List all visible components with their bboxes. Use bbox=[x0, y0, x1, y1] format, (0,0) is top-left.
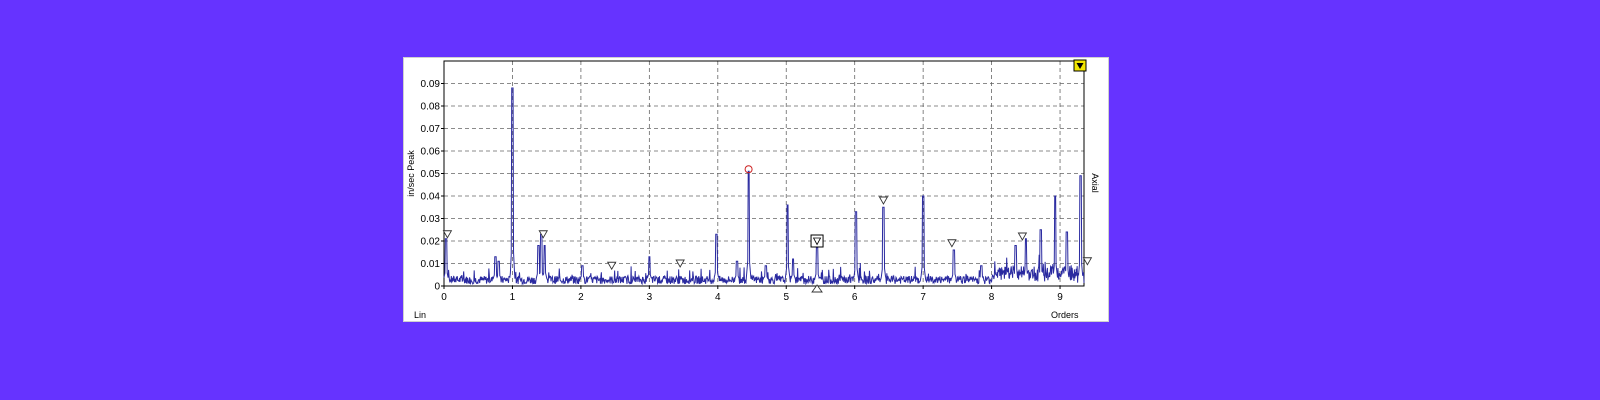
x-tick-label: 5 bbox=[783, 292, 789, 303]
scale-label: Lin bbox=[414, 310, 426, 320]
x-tick-label: 2 bbox=[578, 292, 584, 303]
triangle-marker bbox=[606, 261, 617, 271]
x-tick-label: 4 bbox=[715, 292, 721, 303]
spectrum-line bbox=[443, 87, 1085, 286]
x-tick-label: 3 bbox=[647, 292, 653, 303]
x-axis-label: Orders bbox=[1051, 310, 1079, 320]
triangle-marker bbox=[1082, 257, 1093, 266]
corner-marker-icon[interactable] bbox=[1073, 59, 1087, 72]
x-tick-label: 1 bbox=[510, 292, 516, 303]
x-axis-ticks: 0 1 2 3 4 5 6 7 8 9 bbox=[441, 286, 1063, 303]
y-axis-label: in/sec Peak bbox=[406, 150, 416, 197]
bottom-marker bbox=[811, 284, 823, 293]
y-tick-label: 0 bbox=[434, 282, 440, 293]
y-axis-ticks: 0 0.01 0.02 0.03 0.04 0.05 0.06 0.07 0.08 0.09 bbox=[421, 79, 444, 293]
triangle-marker bbox=[878, 196, 889, 205]
x-tick-label: 8 bbox=[989, 292, 995, 303]
y-tick-label: 0.06 bbox=[421, 147, 441, 158]
y-tick-label: 0.03 bbox=[421, 214, 441, 225]
chart-panel: 0 0.01 0.02 0.03 0.04 0.05 0.06 0.07 0.08 0.09 0 1… bbox=[403, 57, 1109, 322]
channel-label: Axial bbox=[1090, 173, 1100, 193]
y-tick-label: 0.08 bbox=[421, 102, 441, 113]
spectrum-chart: 0 0.01 0.02 0.03 0.04 0.05 0.06 0.07 0.08 0.09 0 1… bbox=[406, 59, 1100, 320]
y-tick-label: 0.09 bbox=[421, 79, 441, 90]
triangle-marker bbox=[442, 230, 453, 239]
triangle-marker bbox=[947, 239, 957, 248]
x-tick-label: 7 bbox=[920, 292, 926, 303]
y-tick-label: 0.02 bbox=[421, 237, 441, 248]
triangle-marker bbox=[675, 259, 685, 268]
peak-markers bbox=[442, 165, 1093, 293]
x-tick-label: 9 bbox=[1057, 292, 1063, 303]
triangle-marker bbox=[1017, 232, 1028, 241]
box-marker-triangle bbox=[812, 237, 822, 246]
x-tick-label: 0 bbox=[441, 292, 447, 303]
y-tick-label: 0.04 bbox=[421, 192, 441, 203]
triangle-marker bbox=[538, 230, 549, 239]
circle-marker bbox=[744, 165, 753, 174]
y-tick-label: 0.01 bbox=[421, 259, 441, 270]
x-tick-label: 6 bbox=[852, 292, 858, 303]
y-tick-label: 0.07 bbox=[421, 124, 441, 135]
y-tick-label: 0.05 bbox=[421, 169, 441, 180]
